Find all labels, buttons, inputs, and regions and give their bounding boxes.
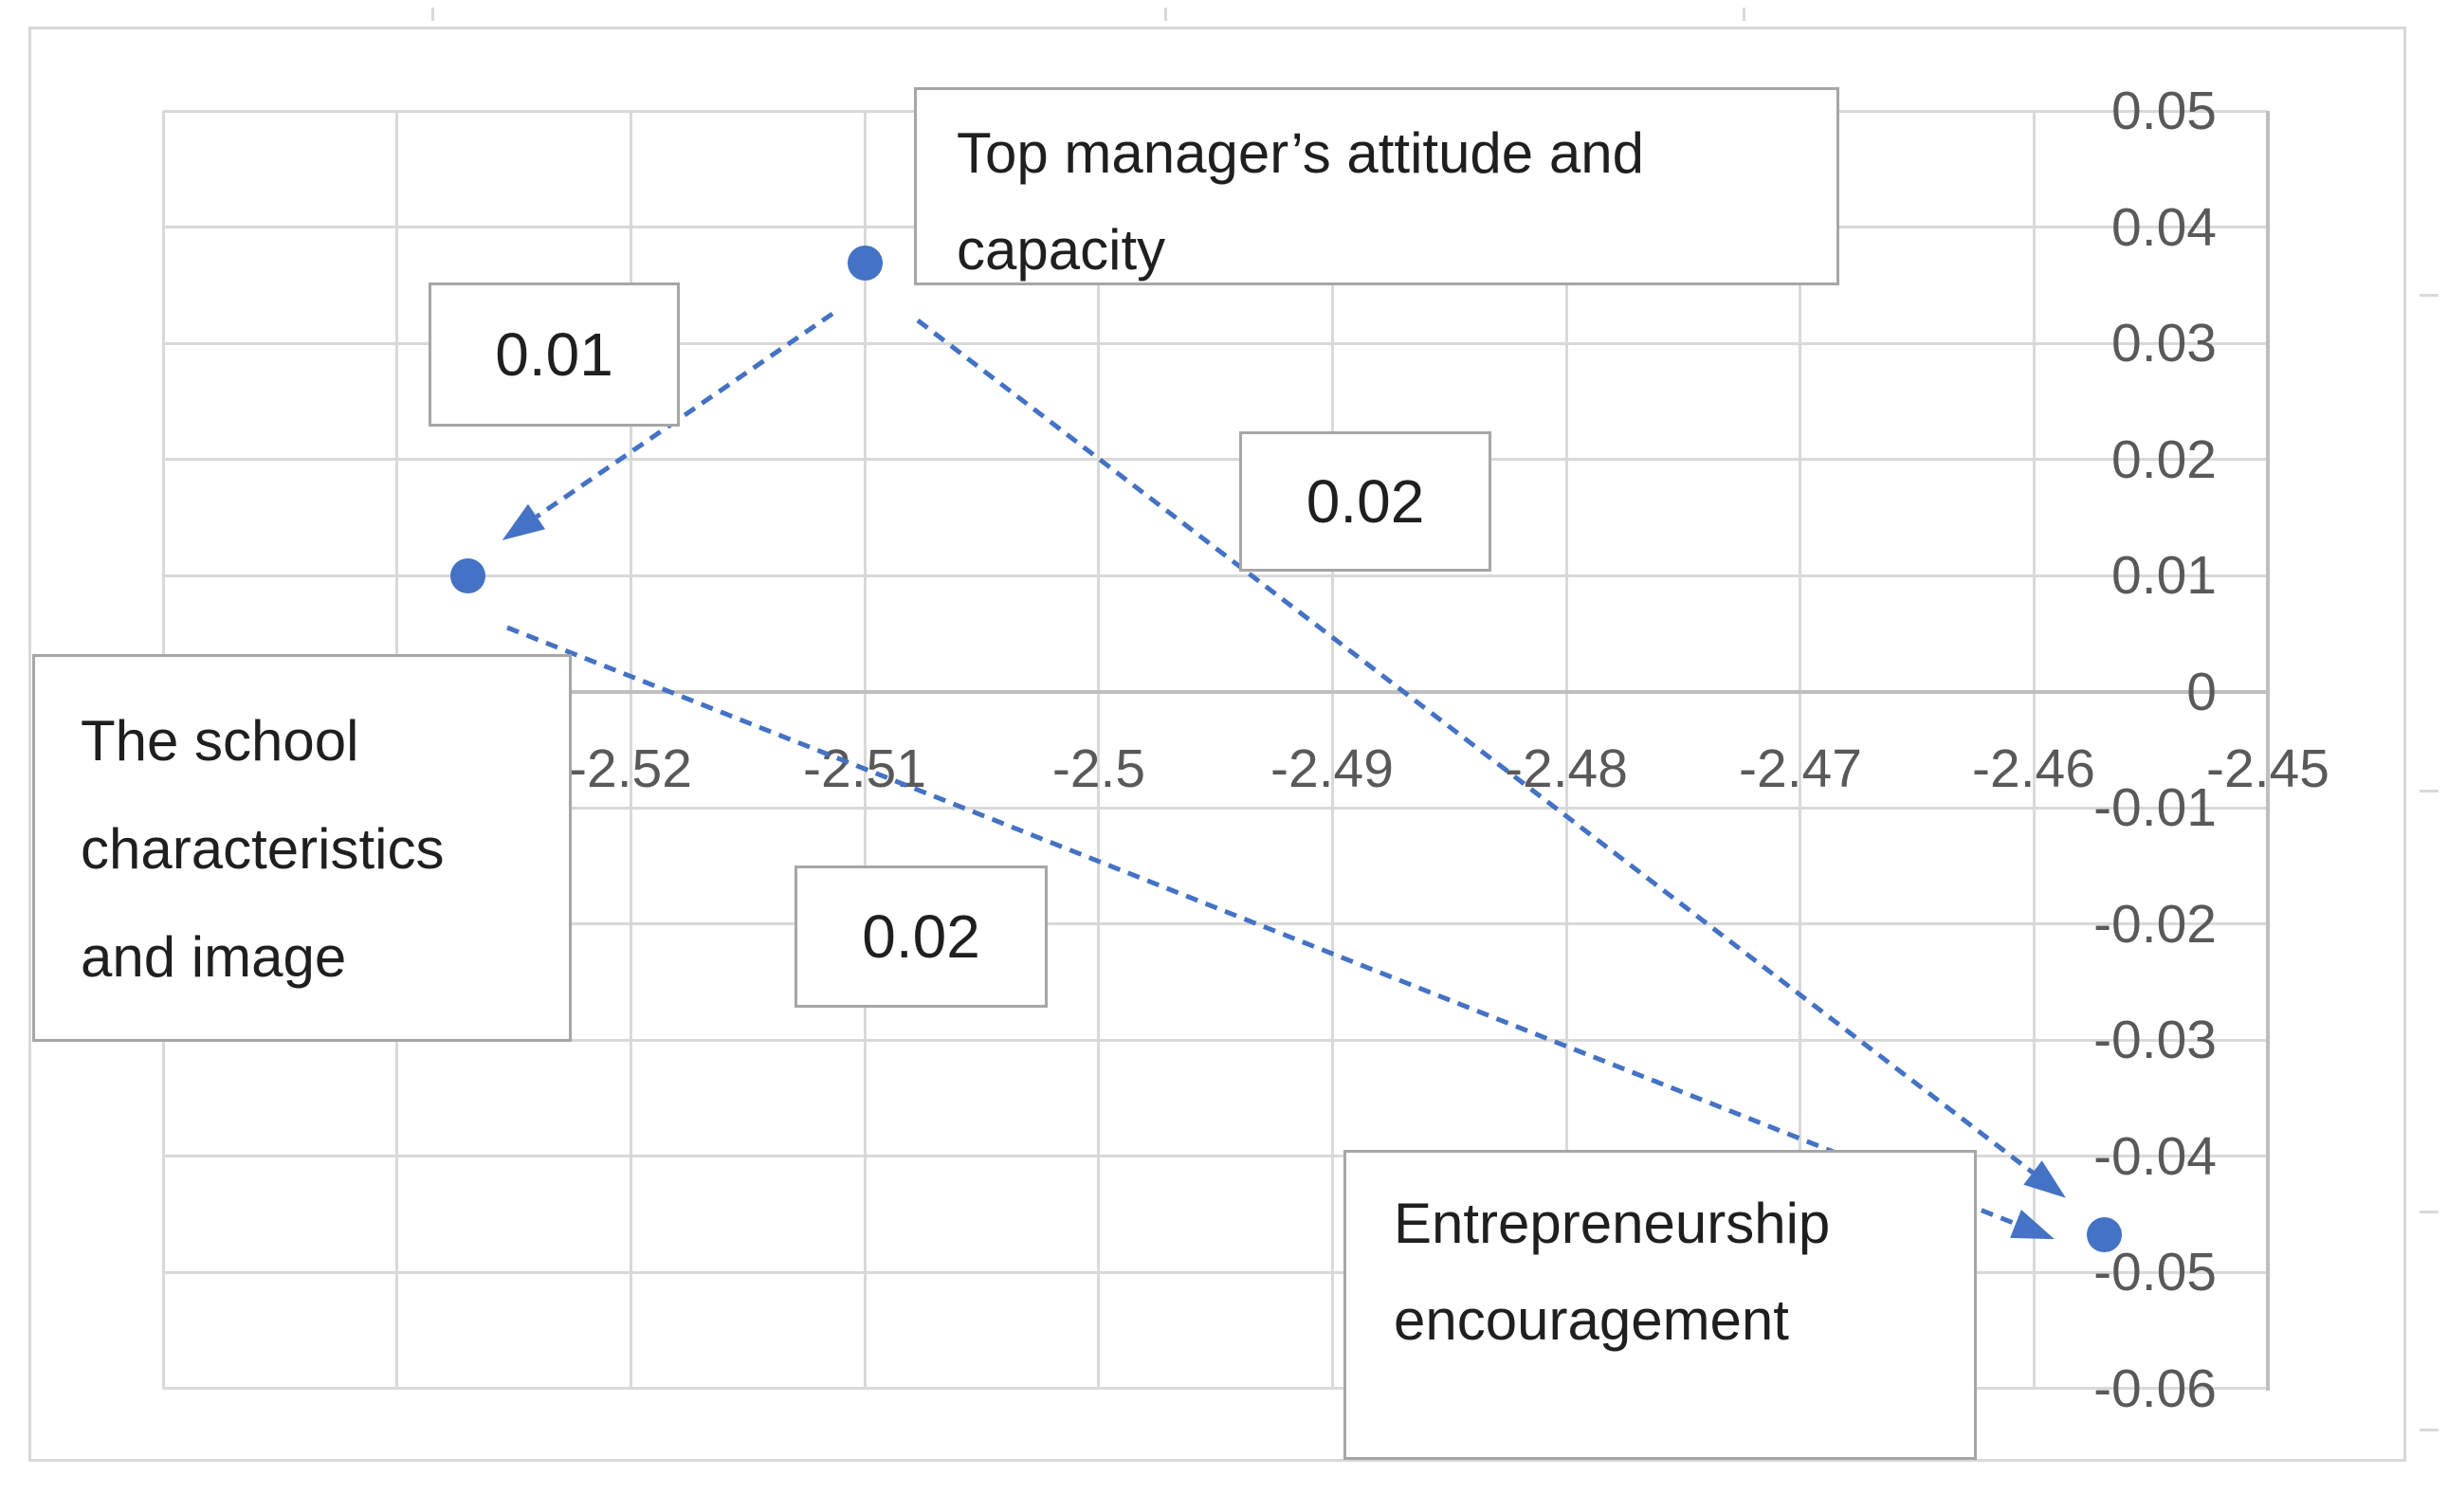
y-tick-label: -0.04 <box>2093 1126 2217 1187</box>
gridline-horizontal <box>163 341 2268 345</box>
arrow-topmanager-to-entrepreneurship <box>916 319 2066 1198</box>
y-tick-label: 0.02 <box>2111 429 2217 490</box>
node-label-top-manager: Top manager’s attitude and capacity <box>914 87 1839 285</box>
gridline-vertical <box>1330 111 1334 1389</box>
edge-label-box-0-02-lower: 0.02 <box>795 865 1048 1008</box>
gridline-vertical <box>629 111 632 1389</box>
worksheet-tick <box>1164 8 1167 21</box>
node-label-school: The school characteristics and image <box>32 654 572 1042</box>
gridline-vertical <box>863 111 867 1389</box>
y-tick-label: 0.01 <box>2111 545 2217 606</box>
node-label-entrepreneurship: Entrepreneurship encouragement <box>1343 1150 1977 1460</box>
data-point-top-manager <box>848 246 883 281</box>
y-tick-label: 0.04 <box>2111 197 2217 258</box>
x-tick-label: -2.45 <box>2206 738 2329 799</box>
gridline-horizontal <box>163 1270 2268 1274</box>
gridline-vertical <box>1564 111 1568 1389</box>
y-tick-label: 0.03 <box>2111 313 2217 373</box>
gridline-horizontal <box>163 1038 2268 1042</box>
edge-label-0-02-lower: 0.02 <box>862 902 980 971</box>
y-tick-label: -0.05 <box>2093 1242 2217 1303</box>
gridline-vertical <box>2032 111 2036 1389</box>
gridline-horizontal <box>163 806 2268 810</box>
edge-label-0-01: 0.01 <box>495 320 613 389</box>
y-tick-label: 0 <box>2186 662 2217 722</box>
worksheet-tick <box>2420 294 2439 297</box>
edge-label-box-0-01: 0.01 <box>429 282 680 427</box>
x-axis-line <box>163 690 2268 694</box>
y-tick-label: -0.01 <box>2093 777 2217 838</box>
worksheet-tick <box>2420 1211 2439 1213</box>
x-tick-label: -2.49 <box>1270 738 1394 799</box>
gridline-horizontal <box>163 1155 2268 1157</box>
y-tick-label: 0.05 <box>2111 81 2217 141</box>
y-tick-label: -0.03 <box>2093 1010 2217 1070</box>
gridline-horizontal <box>163 458 2268 461</box>
x-tick-label: -2.46 <box>1972 738 2095 799</box>
edge-label-0-02-upper: 0.02 <box>1306 467 1425 536</box>
x-tick-label: -2.48 <box>1505 738 1628 799</box>
worksheet-tick <box>2420 1429 2439 1431</box>
data-point-entrepreneurship <box>2087 1217 2122 1252</box>
arrow-school-to-entrepreneurship <box>506 625 2055 1240</box>
y-tick-label: -0.06 <box>2093 1358 2217 1419</box>
gridline-horizontal <box>163 574 2268 577</box>
worksheet-tick <box>1743 8 1745 21</box>
edge-label-box-0-02-upper: 0.02 <box>1239 431 1491 572</box>
y-tick-label: -0.02 <box>2093 894 2217 955</box>
gridline-vertical <box>1799 111 1802 1389</box>
x-tick-label: -2.5 <box>1051 738 1146 799</box>
data-point-school <box>450 558 485 593</box>
gridline-vertical <box>1097 111 1101 1389</box>
x-tick-label: -2.47 <box>1739 738 1862 799</box>
gridline-horizontal <box>163 922 2268 925</box>
arrow-topmanager-to-school <box>502 311 834 540</box>
gridline-horizontal <box>163 1387 2268 1390</box>
worksheet-tick <box>431 8 434 21</box>
worksheet-tick <box>2420 790 2439 792</box>
y-axis-line <box>2266 111 2270 1391</box>
x-tick-label: -2.52 <box>569 738 692 799</box>
